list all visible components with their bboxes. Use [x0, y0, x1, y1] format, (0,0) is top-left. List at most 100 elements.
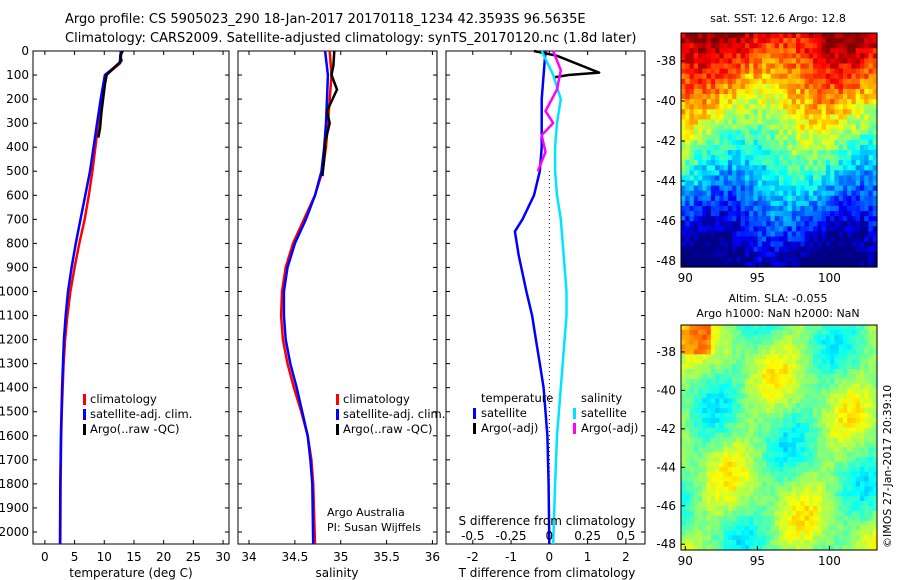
heatmap-cell — [749, 408, 755, 414]
heatmap-cell — [808, 195, 814, 202]
heatmap-cell — [847, 535, 853, 541]
heatmap-cell — [723, 388, 729, 395]
heatmap-cell — [719, 33, 725, 39]
heatmap-cell — [706, 221, 712, 227]
heatmap-cell — [838, 99, 844, 105]
heatmap-cell — [868, 505, 874, 512]
heatmap-cell — [838, 364, 844, 370]
heatmap-cell — [689, 466, 695, 473]
heatmap-cell — [859, 160, 865, 166]
heatmap-cell — [804, 398, 810, 404]
heatmap-cell — [723, 354, 729, 360]
heatmap-cell — [715, 481, 720, 488]
heatmap-cell — [872, 73, 878, 80]
heatmap-cell — [851, 63, 857, 70]
heatmap-cell — [744, 442, 750, 448]
heatmap-cell — [770, 525, 776, 532]
heatmap-cell — [770, 134, 776, 141]
heatmap-cell — [800, 231, 806, 238]
heatmap-cell — [868, 124, 874, 131]
heatmap-cell — [834, 437, 840, 443]
heatmap-cell — [864, 344, 870, 351]
heatmap-cell — [830, 359, 835, 365]
heatmap-cell — [804, 144, 810, 151]
heatmap-cell — [761, 510, 767, 517]
heatmap-cell — [821, 505, 827, 512]
heatmap-cell — [825, 246, 831, 253]
x-tick-label: 30 — [215, 550, 230, 564]
heatmap-cell — [825, 354, 831, 360]
heatmap-cell — [813, 378, 818, 385]
heatmap-cell — [834, 486, 840, 492]
heatmap-cell — [847, 344, 853, 351]
heatmap-cell — [693, 520, 699, 527]
heatmap-cell — [804, 246, 810, 253]
heatmap-cell — [817, 481, 823, 488]
heatmap-cell — [787, 461, 793, 468]
heatmap-cell — [710, 344, 716, 351]
heatmap-cell — [791, 94, 797, 100]
heatmap-cell — [791, 417, 797, 424]
heatmap-cell — [702, 170, 708, 177]
heatmap-cell — [749, 486, 755, 492]
heatmap-cell — [727, 427, 733, 434]
heatmap-cell — [774, 78, 780, 85]
heatmap-cell — [851, 150, 857, 156]
heatmap-cell — [838, 398, 844, 404]
heatmap-cell — [732, 364, 737, 370]
heatmap-cell — [732, 63, 737, 70]
heatmap-cell — [872, 155, 878, 161]
heatmap-cell — [847, 78, 853, 85]
heatmap-cell — [693, 442, 699, 448]
heatmap-cell — [855, 139, 861, 146]
heatmap-cell — [783, 525, 789, 532]
heatmap-cell — [847, 369, 853, 375]
heatmap-cell — [702, 427, 708, 434]
heatmap-cell — [770, 510, 776, 517]
heatmap-cell — [710, 510, 716, 517]
heatmap-cell — [698, 88, 703, 95]
heatmap-cell — [787, 496, 793, 502]
heatmap-cell — [774, 216, 780, 222]
heatmap-cell — [864, 231, 870, 238]
heatmap-cell — [838, 251, 844, 258]
heatmap-cell — [787, 383, 793, 390]
map-y-tick-label: -38 — [656, 54, 676, 68]
heatmap-cell — [868, 461, 874, 468]
heatmap-cell — [842, 241, 848, 248]
heatmap-cell — [689, 403, 695, 409]
heatmap-cell — [813, 432, 818, 439]
heatmap-cell — [872, 452, 878, 458]
header-line-1: Argo profile: CS 5905023_290 18-Jan-2017… — [65, 12, 586, 27]
heatmap-cell — [817, 88, 823, 95]
heatmap-cell — [774, 471, 780, 478]
heatmap-cell — [685, 73, 691, 80]
heatmap-cell — [791, 88, 797, 95]
heatmap-cell — [783, 83, 789, 90]
heatmap-cell — [872, 221, 878, 227]
heatmap-cell — [813, 33, 818, 39]
map-x-tick-label: 90 — [678, 271, 693, 285]
heatmap-cell — [783, 373, 789, 380]
heatmap-cell — [715, 119, 720, 126]
heatmap-cell — [753, 124, 759, 131]
heatmap-cell — [761, 452, 767, 458]
heatmap-cell — [732, 520, 737, 527]
heatmap-cell — [830, 383, 835, 390]
heatmap-cell — [825, 481, 831, 488]
heatmap-cell — [817, 515, 823, 522]
heatmap-cell — [800, 364, 806, 370]
heatmap-cell — [868, 486, 874, 492]
heatmap-cell — [779, 422, 784, 429]
heatmap-cell — [859, 457, 865, 463]
heatmap-cell — [770, 466, 776, 473]
heatmap-cell — [732, 388, 737, 395]
heatmap-cell — [749, 364, 755, 370]
heatmap-cell — [736, 393, 742, 399]
heatmap-cell — [749, 471, 755, 478]
heatmap-cell — [698, 540, 703, 546]
heatmap-cell — [787, 452, 793, 458]
heatmap-cell — [693, 491, 699, 497]
heatmap-cell — [710, 471, 716, 478]
heatmap-cell — [796, 545, 801, 551]
